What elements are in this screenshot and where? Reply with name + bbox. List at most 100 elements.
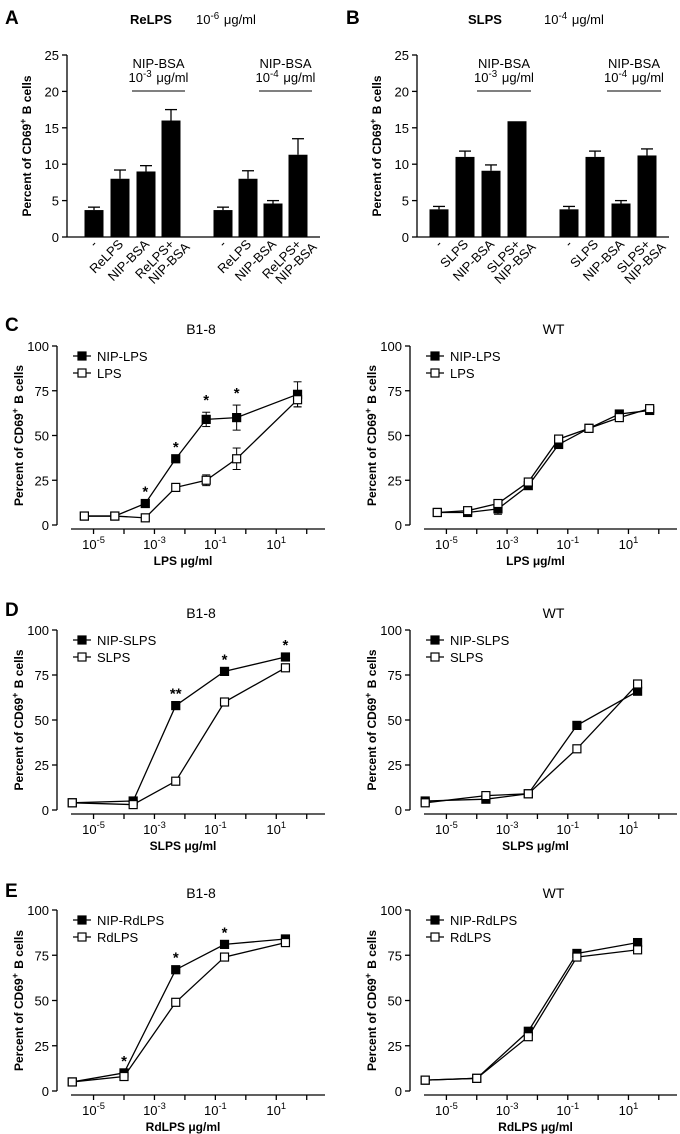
line-chart-c-b1-8-legend-marker-0 bbox=[77, 351, 87, 361]
line-chart-e-b1-8-point-1 bbox=[219, 952, 230, 962]
line-chart-e-b1-8-series-line-0 bbox=[72, 938, 286, 1083]
line-chart-c-wt-x-tick-label: 10-5 bbox=[435, 535, 458, 552]
line-chart-e-wt-point-1 bbox=[523, 1032, 533, 1042]
line-chart-c-wt-legend-marker-1 bbox=[430, 368, 440, 378]
bar-chart-b-category-label: SLPS+NIP-BSA bbox=[484, 237, 539, 287]
line-chart-c-b1-8-significance-star: * bbox=[173, 439, 179, 456]
bar-chart-b-y-tick-label: 0 bbox=[402, 230, 409, 245]
bar-chart-b-bar bbox=[455, 156, 475, 237]
line-chart-e-wt-y-tick-label: 50 bbox=[388, 994, 402, 1009]
bar-chart-a-category-label-line: - bbox=[86, 237, 100, 251]
line-chart-d-wt-series-line-0 bbox=[425, 690, 638, 802]
line-chart-d-wt-legend-label-0: NIP-SLPS bbox=[450, 633, 510, 648]
line-chart-e-wt-legend-label-0: NIP-RdLPS bbox=[450, 913, 518, 928]
line-chart-d-wt-y-label: Percent of CD69+ B cells bbox=[363, 649, 379, 790]
line-chart-d-b1-8-x-tick-label: 10-5 bbox=[82, 820, 105, 837]
line-chart-d-b1-8-y-tick-label: 25 bbox=[35, 758, 49, 773]
line-chart-e-b1-8-point-1 bbox=[171, 997, 181, 1007]
line-chart-c-b1-8-y-tick-label: 100 bbox=[27, 339, 49, 354]
line-chart-c-b1-8-legend-marker-1 bbox=[77, 368, 87, 378]
bar-chart-b-y-tick-label: 5 bbox=[402, 194, 409, 209]
line-chart-e-wt-y-tick-label: 100 bbox=[380, 903, 402, 918]
line-chart-c-b1-8-point-1 bbox=[292, 395, 303, 405]
line-chart-e-b1-8-y-label: Percent of CD69+ B cells bbox=[10, 930, 26, 1071]
line-chart-c-wt-y-tick-label: 100 bbox=[380, 339, 402, 354]
panel-label-b: B bbox=[346, 8, 360, 29]
bar-chart-b-bar bbox=[585, 156, 605, 237]
line-chart-c-wt-point-1 bbox=[493, 498, 503, 509]
bar-chart-a-y-tick-label: 10 bbox=[45, 157, 59, 172]
bar-chart-a-bar bbox=[84, 210, 104, 237]
line-chart-c-b1-8-point-0 bbox=[140, 498, 150, 509]
line-chart-c-wt-point-1 bbox=[554, 434, 564, 444]
bar-chart-a-title-conc: 10-6 μg/ml bbox=[196, 11, 256, 27]
line-chart-c-wt-y-tick-label: 75 bbox=[388, 384, 402, 399]
line-chart-d-wt-point-1 bbox=[481, 790, 491, 801]
line-chart-e-b1-8-legend-marker-1 bbox=[77, 932, 87, 942]
line-chart-e-b1-8-series-line-1 bbox=[72, 941, 286, 1083]
line-chart-d-b1-8-x-tick-label: 10-3 bbox=[143, 820, 166, 837]
line-chart-d-wt-y-tick-label: 25 bbox=[388, 758, 402, 773]
line-chart-d-wt-point-1 bbox=[632, 679, 643, 689]
line-chart-c-b1-8-legend-label-0: NIP-LPS bbox=[97, 349, 148, 364]
bar-chart-a-y-tick-label: 20 bbox=[45, 84, 59, 99]
line-chart-d-b1-8-point-1 bbox=[219, 697, 230, 707]
line-chart-c-b1-8-title: B1-8 bbox=[186, 321, 216, 337]
line-chart-c-b1-8-significance-star: * bbox=[203, 392, 209, 409]
line-chart-d-b1-8-y-tick-label: 0 bbox=[42, 803, 49, 818]
bar-chart-b-annotation-title: NIP-BSA bbox=[478, 56, 530, 71]
line-chart-d-wt-title: WT bbox=[543, 605, 565, 621]
panel-label-d: D bbox=[5, 600, 19, 621]
line-chart-e-b1-8-x-tick-label: 10-3 bbox=[143, 1101, 166, 1118]
line-chart-e-wt-y-tick-label: 75 bbox=[388, 948, 402, 963]
line-chart-e-wt-x-tick-label: 101 bbox=[619, 1101, 639, 1118]
line-chart-c-wt-point-1 bbox=[584, 423, 594, 433]
line-chart-e-b1-8-title: B1-8 bbox=[186, 885, 216, 901]
bar-chart-b-y-label: Percent of CD69+ B cells bbox=[368, 75, 384, 216]
line-chart-c-wt-point-1 bbox=[614, 413, 624, 423]
line-chart-d-wt-y-tick-label: 50 bbox=[388, 713, 402, 728]
bar-chart-a-y-tick-label: 0 bbox=[52, 230, 59, 245]
line-chart-c-b1-8-point-1 bbox=[79, 511, 89, 521]
line-chart-c-b1-8-series-line-0 bbox=[84, 393, 298, 517]
line-chart-d-wt-y-tick-label: 0 bbox=[395, 803, 402, 818]
line-chart-e-wt-legend-marker-1 bbox=[430, 932, 440, 942]
line-chart-d-wt-x-tick-label: 10-1 bbox=[556, 820, 579, 837]
line-chart-e-wt-point-1 bbox=[572, 952, 582, 962]
line-chart-c-b1-8-point-1 bbox=[140, 513, 150, 523]
line-chart-e-b1-8-y-tick-label: 25 bbox=[35, 1039, 49, 1054]
line-chart-d-b1-8-y-tick-label: 75 bbox=[35, 668, 49, 683]
line-chart-e-b1-8-legend-label-1: RdLPS bbox=[97, 930, 139, 945]
bar-chart-a-category-label-line: - bbox=[215, 237, 229, 251]
line-chart-c-b1-8-series-line-1 bbox=[84, 399, 299, 519]
line-chart-e-wt-x-tick-label: 10-5 bbox=[435, 1101, 458, 1118]
bar-chart-a-bar bbox=[238, 178, 258, 237]
line-chart-e-b1-8-point-0 bbox=[171, 965, 181, 975]
line-chart-d-b1-8-legend-marker-0 bbox=[77, 635, 87, 645]
line-chart-c-wt-legend-marker-0 bbox=[430, 351, 440, 361]
bar-chart-b-title: SLPS bbox=[468, 12, 502, 27]
line-chart-c-wt-point-1 bbox=[645, 404, 655, 414]
line-chart-c-wt-y-tick-label: 25 bbox=[388, 473, 402, 488]
bar-chart-a-y-tick-label: 5 bbox=[52, 194, 59, 209]
line-chart-d-wt-x-tick-label: 10-3 bbox=[496, 820, 519, 837]
line-chart-c-wt-point-1 bbox=[523, 477, 533, 487]
line-chart-e-b1-8-y-tick-label: 100 bbox=[27, 903, 49, 918]
line-chart-c-b1-8-y-tick-label: 50 bbox=[35, 429, 49, 444]
line-chart-c-b1-8-point-0 bbox=[171, 454, 181, 464]
line-chart-e-wt-point-1 bbox=[632, 945, 643, 955]
line-chart-d-b1-8-y-label: Percent of CD69+ B cells bbox=[10, 649, 26, 790]
bar-chart-b-title-conc: 10-4 μg/ml bbox=[544, 11, 604, 27]
line-chart-e-b1-8-x-label: RdLPS μg/ml bbox=[146, 1120, 221, 1134]
line-chart-c-b1-8-significance-star: * bbox=[142, 484, 148, 501]
line-chart-c-b1-8-x-tick-label: 10-5 bbox=[82, 535, 105, 552]
line-chart-d-b1-8-x-tick-label: 101 bbox=[266, 820, 286, 837]
line-chart-e-b1-8-x-tick-label: 10-5 bbox=[82, 1101, 105, 1118]
line-chart-e-b1-8-significance-star: * bbox=[222, 924, 228, 941]
line-chart-c-wt-series-line-0 bbox=[437, 409, 650, 514]
line-chart-e-wt-y-label: Percent of CD69+ B cells bbox=[363, 930, 379, 1071]
line-chart-e-wt-x-label: RdLPS μg/ml bbox=[498, 1120, 573, 1134]
bar-chart-b-bar bbox=[637, 155, 657, 237]
line-chart-d-wt-y-tick-label: 75 bbox=[388, 668, 402, 683]
line-chart-d-b1-8-point-1 bbox=[128, 799, 138, 810]
